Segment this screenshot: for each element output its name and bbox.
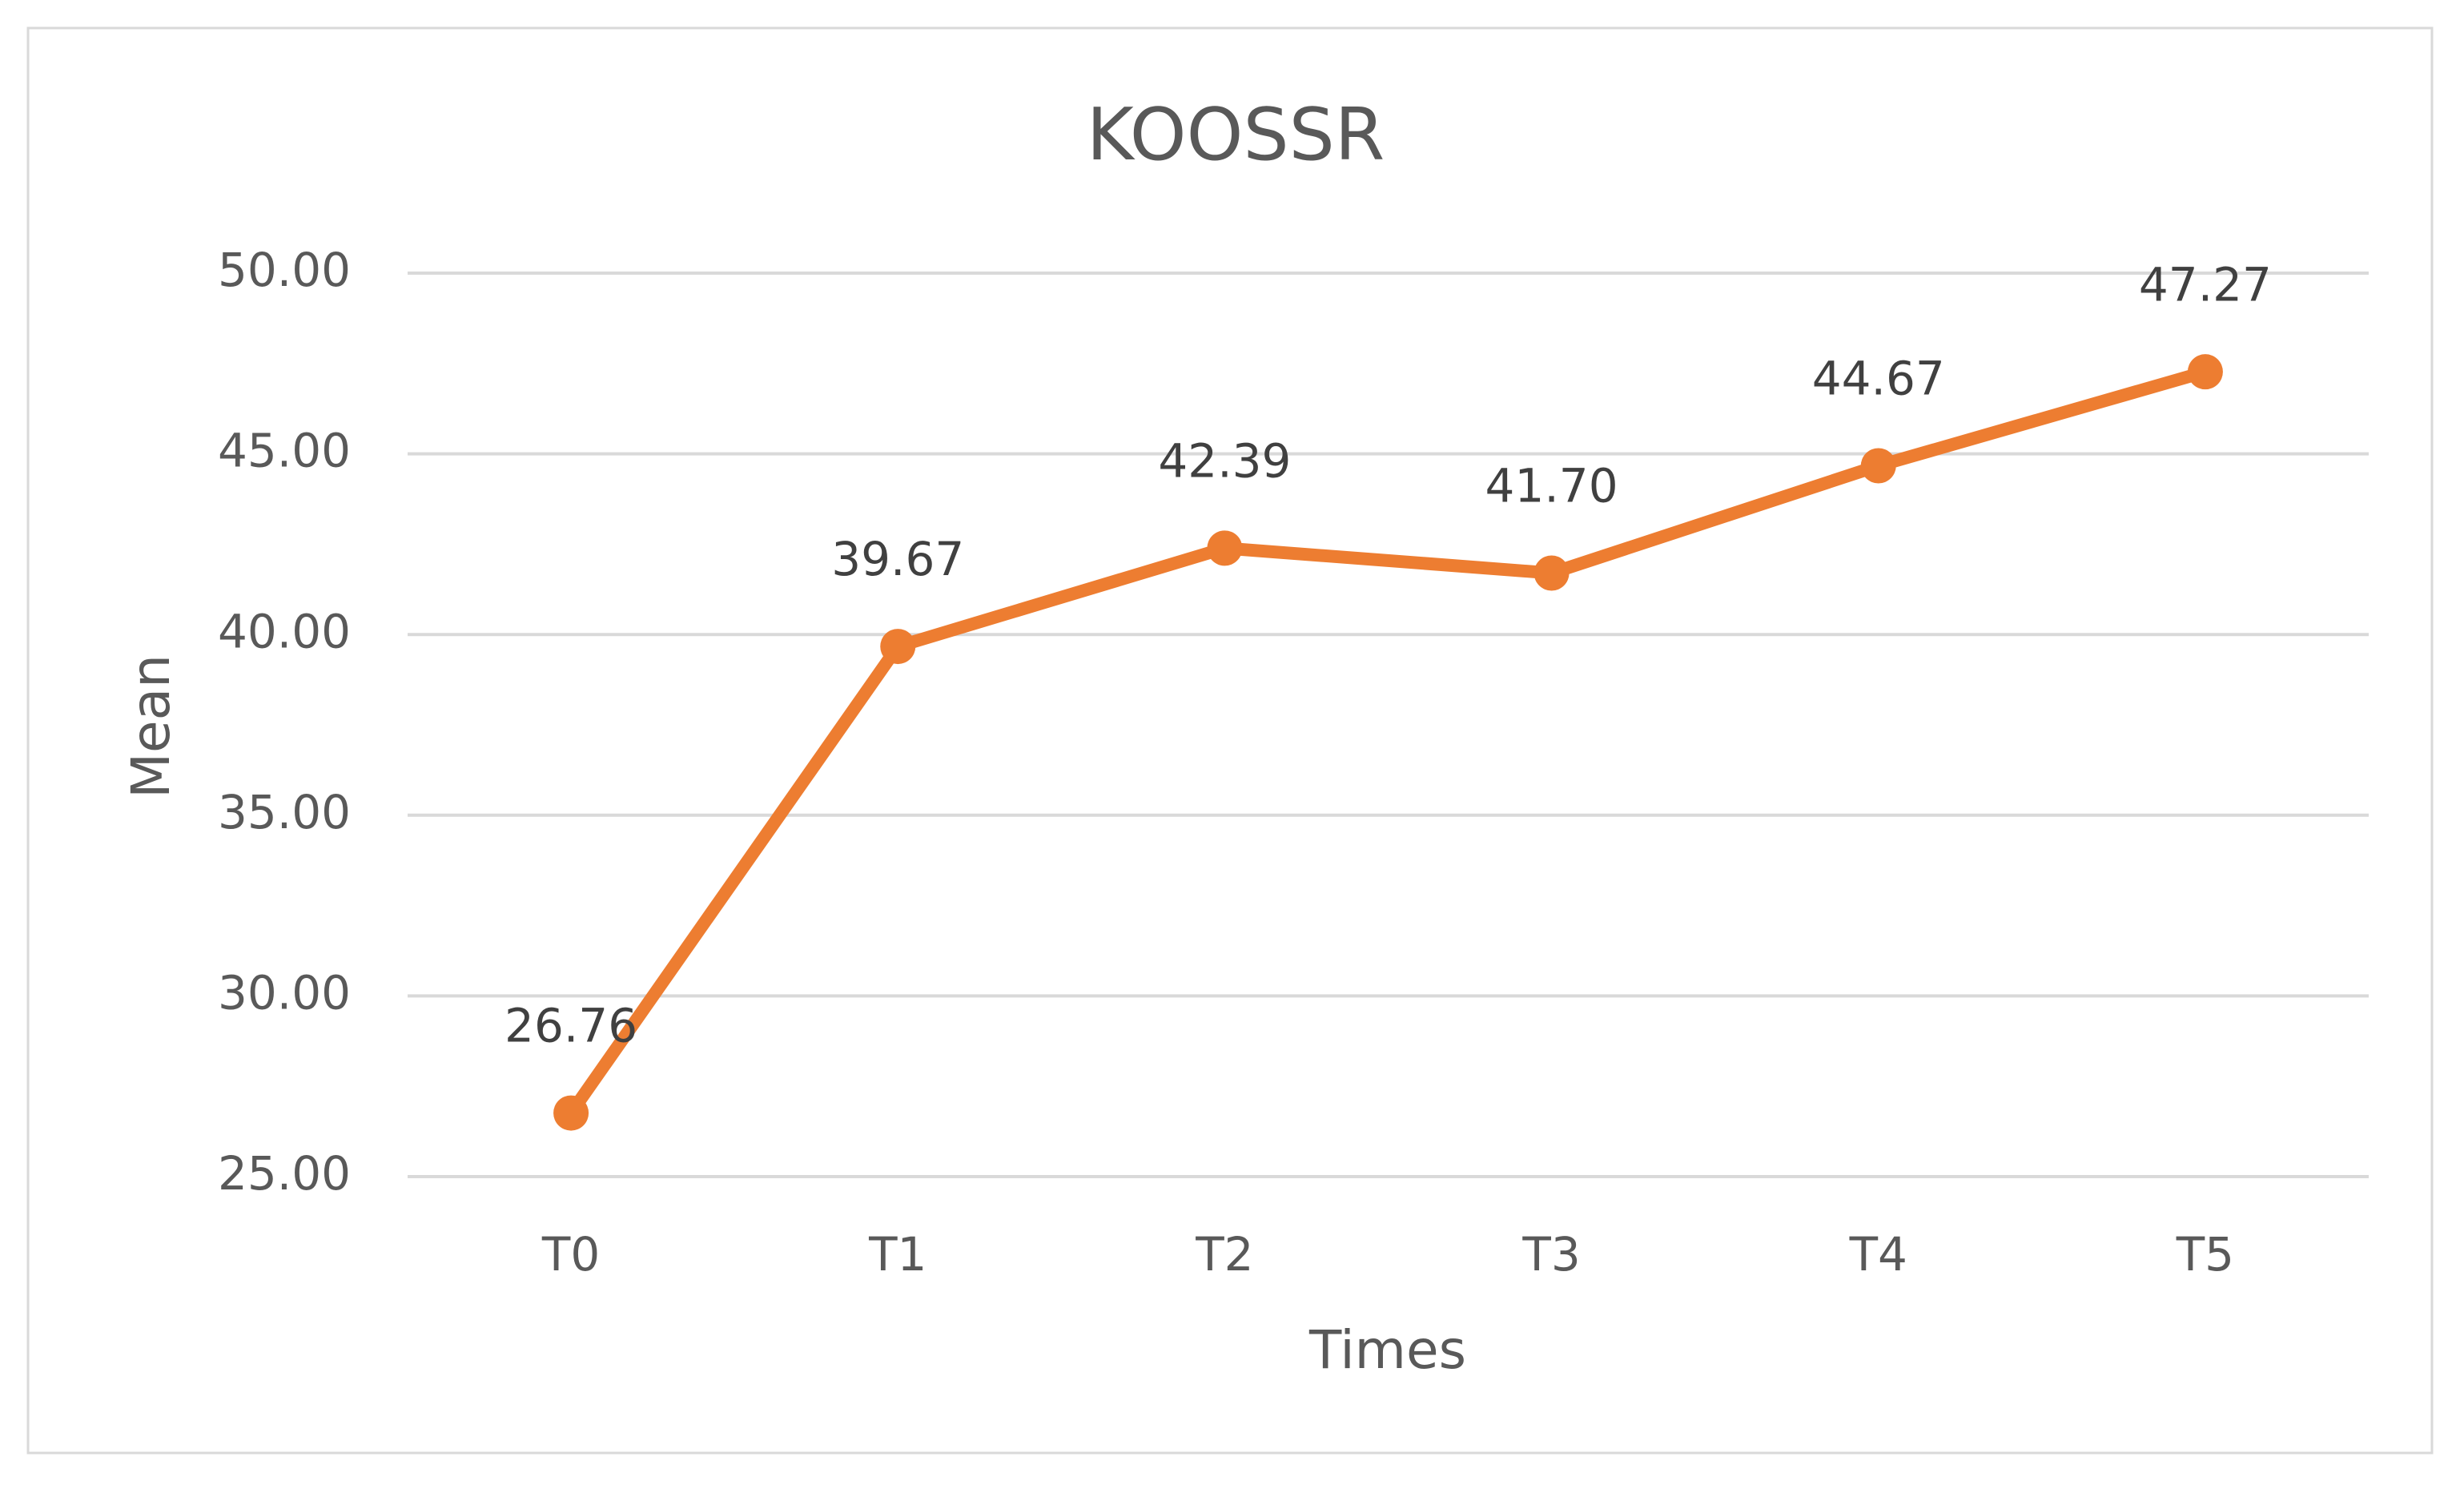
y-tick-label: 25.00 <box>218 1146 351 1201</box>
x-axis-title: Times <box>1308 1319 1466 1381</box>
data-label: 47.27 <box>2139 257 2272 312</box>
line <box>565 365 2208 1117</box>
data-label: 26.76 <box>504 999 637 1053</box>
y-tick-label: 35.00 <box>218 785 351 839</box>
data-label: 44.67 <box>1812 352 1945 406</box>
x-tick-label: T3 <box>1521 1227 1580 1282</box>
chart-border <box>26 26 2434 1455</box>
x-tick-label: T2 <box>1195 1227 1253 1282</box>
marker <box>1860 448 1896 484</box>
chart-title: KOOSSR <box>1087 93 1385 177</box>
marker <box>553 1095 589 1131</box>
marker <box>1207 530 1243 566</box>
y-tick-label: 50.00 <box>218 243 351 297</box>
data-label: 41.70 <box>1485 459 1618 513</box>
data-label: 39.67 <box>831 532 964 586</box>
x-tick-label: T5 <box>2176 1227 2234 1282</box>
x-tick-label: T0 <box>541 1227 600 1282</box>
x-tick-label: T1 <box>868 1227 927 1282</box>
y-axis-title: Mean <box>120 654 182 799</box>
marker <box>2187 354 2223 390</box>
marker <box>1533 555 1570 591</box>
data-label: 42.39 <box>1158 433 1291 488</box>
y-tick-label: 30.00 <box>218 966 351 1020</box>
x-tick-label: T4 <box>1849 1227 1907 1282</box>
marker <box>880 629 916 665</box>
y-tick-label: 45.00 <box>218 424 351 478</box>
y-tick-label: 40.00 <box>218 604 351 658</box>
